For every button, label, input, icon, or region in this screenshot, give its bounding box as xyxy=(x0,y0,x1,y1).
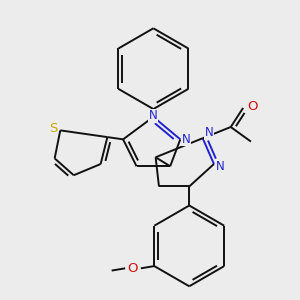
Text: N: N xyxy=(149,109,158,122)
Text: N: N xyxy=(216,160,225,173)
Text: S: S xyxy=(50,122,58,135)
Text: O: O xyxy=(128,262,138,275)
Text: O: O xyxy=(247,100,257,113)
Text: N: N xyxy=(182,133,190,146)
Text: N: N xyxy=(205,126,214,139)
